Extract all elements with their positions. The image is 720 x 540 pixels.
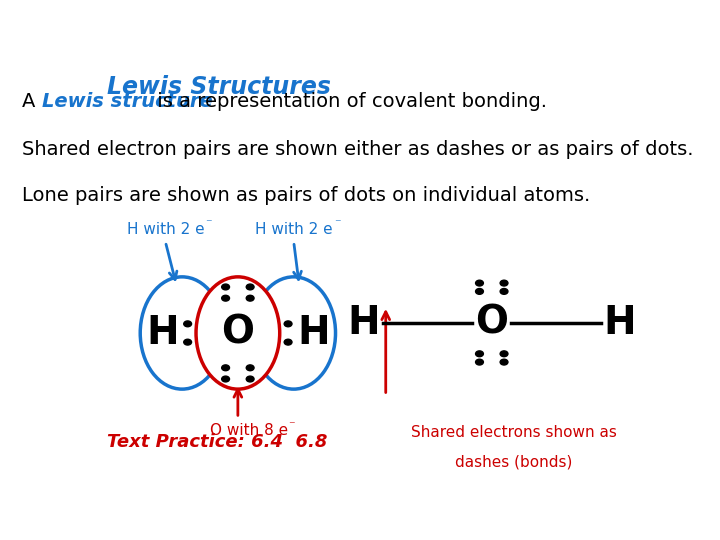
Circle shape: [222, 295, 230, 301]
Circle shape: [500, 351, 508, 357]
Circle shape: [284, 321, 292, 327]
Text: H: H: [347, 303, 379, 342]
Circle shape: [476, 351, 483, 357]
Text: Shared electrons shown as: Shared electrons shown as: [411, 426, 617, 440]
Circle shape: [246, 295, 254, 301]
Text: A: A: [22, 92, 41, 111]
Ellipse shape: [252, 277, 336, 389]
Text: Shared electron pairs are shown either as dashes or as pairs of dots.: Shared electron pairs are shown either a…: [22, 140, 693, 159]
Text: Lewis structure: Lewis structure: [42, 92, 212, 111]
Text: O with 8 e: O with 8 e: [210, 423, 288, 438]
Text: Text Practice: 6.4  6.8: Text Practice: 6.4 6.8: [107, 434, 327, 451]
Ellipse shape: [196, 277, 280, 389]
Text: Lewis Structures: Lewis Structures: [107, 75, 330, 99]
Text: ⁻: ⁻: [205, 218, 212, 231]
Circle shape: [184, 321, 192, 327]
Circle shape: [476, 280, 483, 286]
Circle shape: [476, 288, 483, 294]
Text: ⁻: ⁻: [334, 218, 341, 231]
Circle shape: [284, 339, 292, 345]
Circle shape: [246, 284, 254, 290]
Circle shape: [222, 284, 230, 290]
Circle shape: [246, 365, 254, 370]
Text: O: O: [475, 303, 508, 342]
Text: H with 2 e: H with 2 e: [127, 221, 204, 237]
Circle shape: [222, 376, 230, 382]
Circle shape: [184, 339, 192, 345]
Text: dashes (bonds): dashes (bonds): [455, 454, 573, 469]
Circle shape: [476, 359, 483, 365]
Circle shape: [246, 376, 254, 382]
Circle shape: [222, 365, 230, 370]
Ellipse shape: [140, 277, 224, 389]
Circle shape: [500, 288, 508, 294]
Text: H: H: [604, 303, 636, 342]
Text: H: H: [297, 314, 330, 352]
Text: H: H: [146, 314, 179, 352]
Text: ⁻: ⁻: [289, 419, 295, 432]
Text: is a representation of covalent bonding.: is a representation of covalent bonding.: [151, 92, 547, 111]
Circle shape: [500, 280, 508, 286]
Circle shape: [500, 359, 508, 365]
Text: Lone pairs are shown as pairs of dots on individual atoms.: Lone pairs are shown as pairs of dots on…: [22, 186, 590, 205]
Text: H with 2 e: H with 2 e: [255, 221, 333, 237]
Text: O: O: [221, 314, 254, 352]
